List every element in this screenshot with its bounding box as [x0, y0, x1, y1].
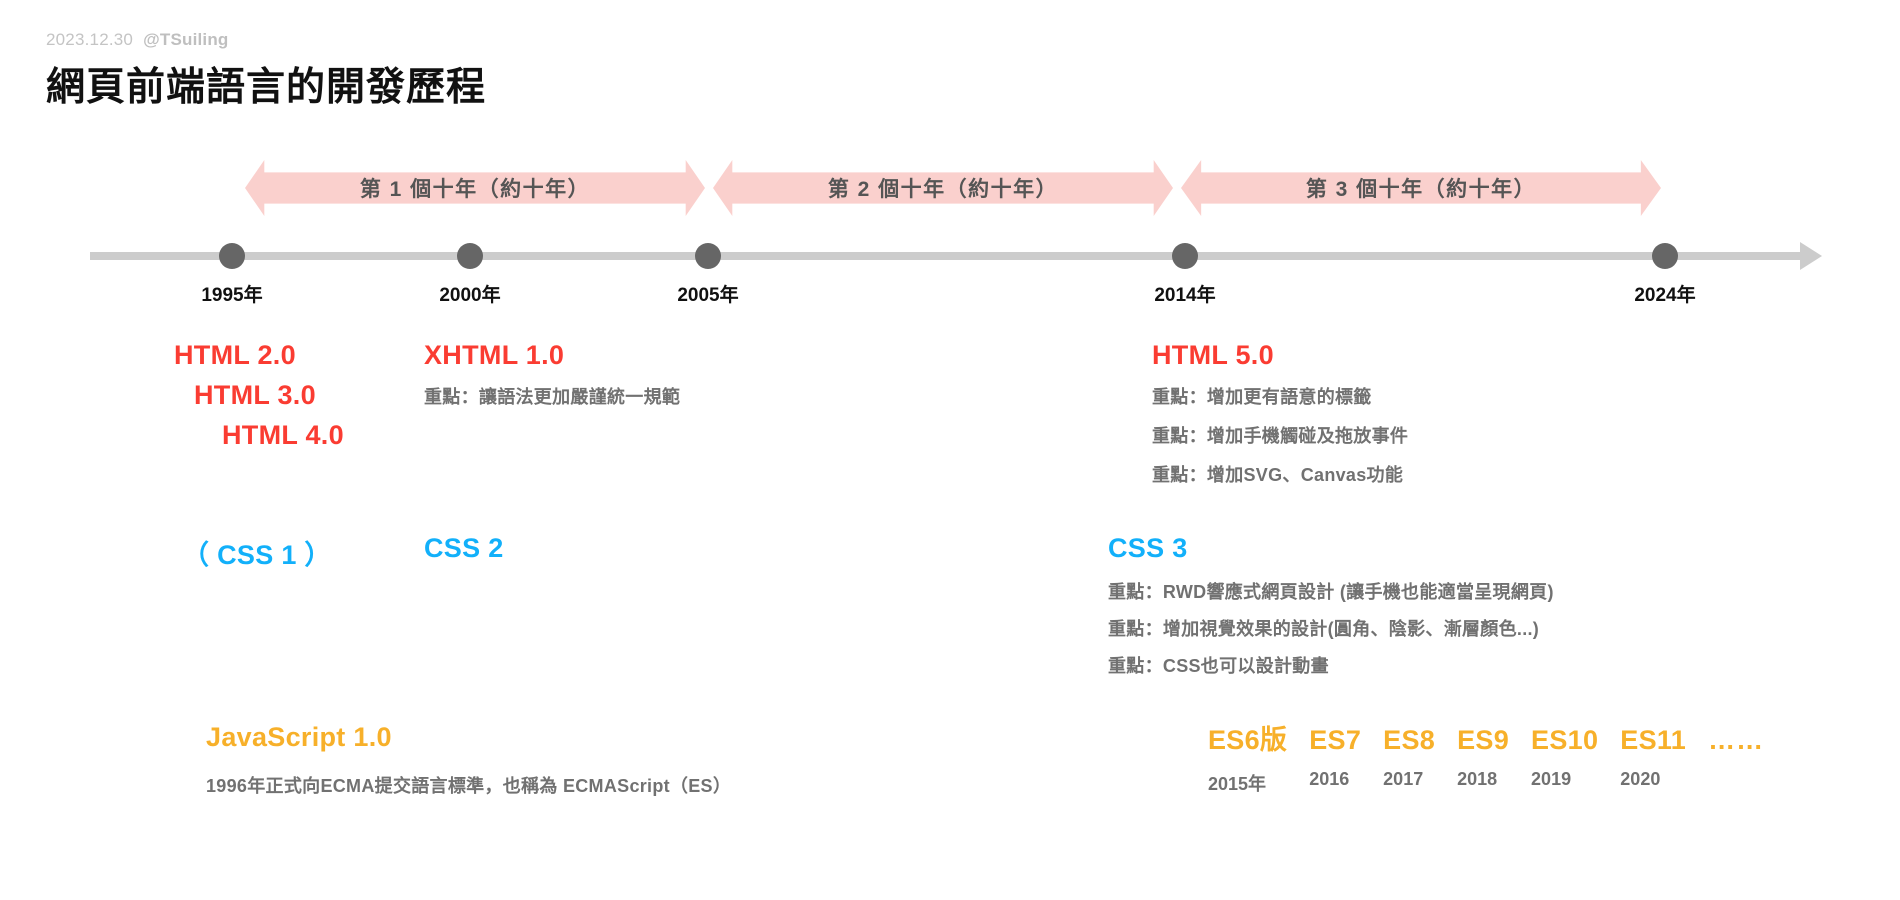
- ecmascript-version-item: ES9 2018: [1457, 725, 1509, 790]
- page-title: 網頁前端語言的開發歷程: [46, 66, 487, 109]
- timeline-year-label: 2014年: [1154, 285, 1216, 306]
- xhtml-description: 重點：讓語法更加嚴謹統一規範: [424, 387, 681, 407]
- decade-arrow-1: 第 1 個十年（約十年）: [245, 160, 705, 216]
- ecmascript-version-name: ES10: [1531, 725, 1599, 755]
- javascript-description: 1996年正式向ECMA提交語言標準，也稱為 ECMAScript（ES）: [206, 776, 732, 796]
- ecmascript-version-name: ES6版: [1208, 725, 1288, 755]
- ecmascript-version-year: 2019: [1531, 769, 1572, 789]
- timeline-year-label: 2000年: [439, 285, 501, 306]
- html-version-label: HTML 3.0: [194, 380, 316, 410]
- decade-arrow-3: 第 3 個十年（約十年）: [1181, 160, 1661, 216]
- ecmascript-version-name: ES11: [1620, 725, 1687, 755]
- decade-arrow-2: 第 2 個十年（約十年）: [713, 160, 1173, 216]
- html5-version-label: HTML 5.0: [1152, 340, 1274, 370]
- css3-bullet: 重點：增加視覺效果的設計(圓角、陰影、漸層顏色...): [1108, 619, 1540, 639]
- ecmascript-version-item: ES10 2019: [1531, 725, 1598, 790]
- timeline-year-label: 2024年: [1634, 285, 1696, 306]
- timeline-dot-2014[interactable]: [1172, 243, 1198, 269]
- ecmascript-version-year: 2018: [1457, 769, 1498, 789]
- ecmascript-version-item: ES11 2020: [1620, 725, 1686, 790]
- ecmascript-version-year: 2020: [1620, 769, 1661, 789]
- javascript-version-label: JavaScript 1.0: [206, 722, 392, 752]
- html-version-label: HTML 4.0: [222, 420, 344, 450]
- css3-bullet: 重點：RWD響應式網頁設計 (讓手機也能適當呈現網頁): [1108, 582, 1554, 602]
- ecmascript-version-name: ES9: [1457, 725, 1510, 755]
- decade-arrow-label: 第 3 個十年（約十年）: [1305, 178, 1537, 201]
- xhtml-version-label: XHTML 1.0: [424, 340, 565, 370]
- css-version-label: CSS 2: [424, 533, 504, 563]
- timeline-dot-1995[interactable]: [219, 243, 245, 269]
- author-handle: @TSuiling: [143, 30, 229, 49]
- ecmascript-version-year: 2015年: [1208, 774, 1267, 794]
- ecmascript-version-name: ES7: [1309, 725, 1362, 755]
- ecmascript-version-year: 2017: [1383, 769, 1424, 789]
- timeline-dot-2024[interactable]: [1652, 243, 1678, 269]
- page-header: 2023.12.30 @TSuiling 網頁前端語言的開發歷程: [46, 30, 486, 112]
- ecmascript-ellipsis: ……: [1708, 725, 1765, 755]
- ecmascript-version-row: ES6版 2015年 ES7 2016 ES8 2017 ES9 2018 ES10 2019 ES…: [1208, 718, 1764, 796]
- timeline-year-label: 2005年: [677, 285, 739, 306]
- ecmascript-version-year: 2016: [1309, 769, 1350, 789]
- css3-bullet: 重點：CSS也可以設計動畫: [1108, 656, 1329, 676]
- ecmascript-version-item: ES7 2016: [1309, 725, 1361, 790]
- ecmascript-version-item: ES8 2017: [1383, 725, 1435, 790]
- css3-version-label: CSS 3: [1108, 533, 1188, 563]
- timeline-year-label: 1995年: [201, 285, 263, 306]
- ecmascript-version-item: ES6版 2015年: [1208, 718, 1287, 796]
- timeline-axis-line: [90, 252, 1802, 260]
- css-version-label: （ CSS 1 ）: [182, 540, 332, 570]
- html5-bullet: 重點：增加手機觸碰及拖放事件: [1152, 426, 1409, 446]
- html5-bullet: 重點：增加更有語意的標籤: [1152, 387, 1372, 407]
- decade-arrow-label: 第 2 個十年（約十年）: [827, 178, 1059, 201]
- publish-date: 2023.12.30: [46, 30, 134, 49]
- html-version-label: HTML 2.0: [174, 340, 296, 370]
- timeline-dot-2000[interactable]: [457, 243, 483, 269]
- ecmascript-version-name: ES8: [1383, 725, 1436, 755]
- timeline-dot-2005[interactable]: [695, 243, 721, 269]
- html5-bullet: 重點：增加SVG、Canvas功能: [1152, 465, 1404, 485]
- meta-line: 2023.12.30 @TSuiling: [46, 30, 486, 50]
- timeline-arrowhead-icon: [1800, 242, 1822, 270]
- decade-arrow-label: 第 1 個十年（約十年）: [359, 178, 591, 201]
